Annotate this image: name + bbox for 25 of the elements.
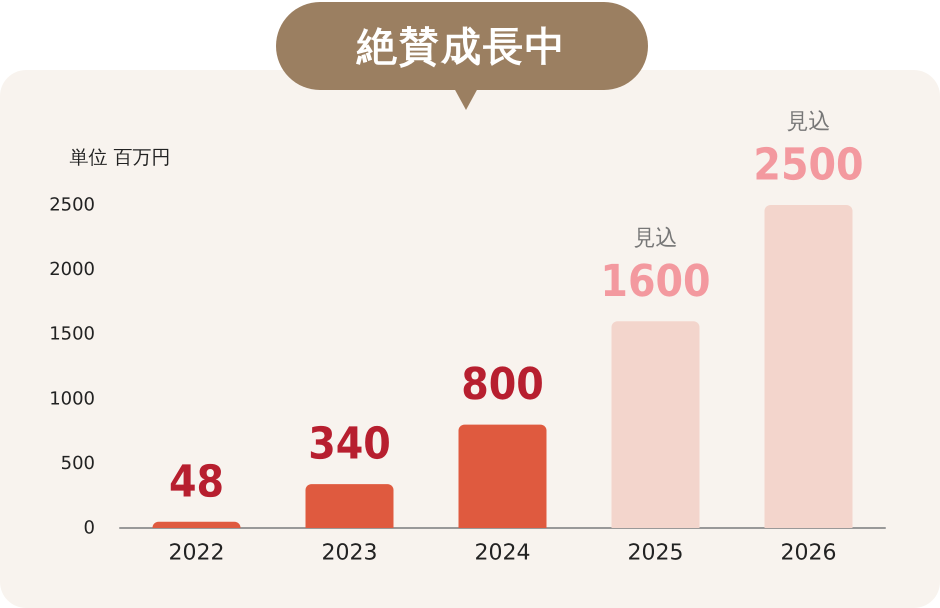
data-label: 2500 (753, 140, 864, 190)
x-tick-label: 2024 (474, 540, 530, 566)
chart-title: 絶賛成長中 (276, 2, 648, 90)
y-tick-label: 500 (60, 452, 95, 474)
bar (764, 205, 852, 528)
bar (152, 522, 240, 528)
text: 見込 (786, 110, 830, 134)
y-tick-label: 0 (84, 518, 95, 538)
x-tick-label: 2023 (322, 540, 378, 566)
y-tick-label: 1000 (49, 388, 95, 410)
bar (612, 321, 700, 528)
data-label: 48 (168, 456, 224, 508)
data-label: 800 (461, 359, 544, 410)
y-tick-label: 1500 (49, 324, 95, 345)
y-axis-title: 単位 百万円 (69, 146, 171, 168)
data-label: 1600 (600, 256, 711, 307)
bar (306, 484, 394, 528)
x-tick-label: 2025 (628, 540, 684, 566)
bar (458, 424, 546, 528)
annotation: 見込 (634, 226, 678, 251)
x-tick-label: 2026 (780, 540, 836, 566)
data-label: 340 (308, 418, 391, 470)
y-tick-label: 2500 (49, 194, 95, 216)
y-tick-label: 2000 (49, 259, 95, 280)
x-tick-label: 2022 (168, 540, 224, 566)
